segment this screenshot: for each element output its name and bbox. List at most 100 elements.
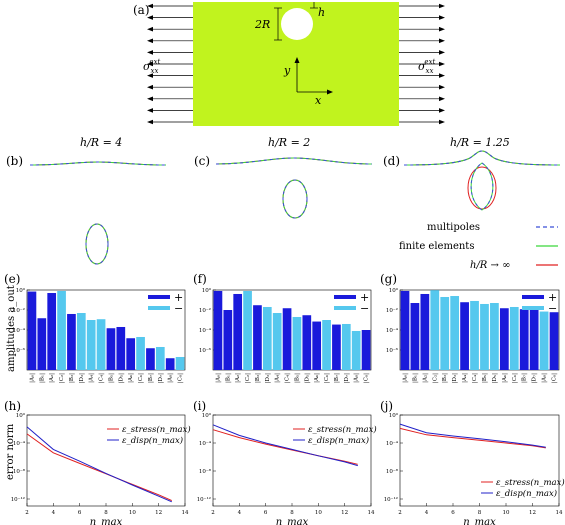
category-label: |A₆| [502,373,508,383]
category-label: |B₃| [255,373,261,383]
panel-d-label: (d) [383,154,400,168]
legend-inf-label: h/R → ∞ [470,260,510,271]
y-tick-label: 10⁰ [202,287,212,294]
x-tick-label: 2 [398,510,402,516]
category-label: |D₅| [118,373,124,383]
y-tick-label: 10⁰ [389,412,399,419]
load-arrowhead-right [439,73,445,78]
load-arrowhead-right [439,96,445,102]
y-tick-label: 10⁻⁴ [386,327,399,334]
bar [490,303,499,370]
panel-j-label: (j) [380,399,393,413]
x-tick-label: 14 [556,510,563,516]
y-label: y [283,64,291,77]
x-tick-label: 10 [315,510,322,516]
category-label: |A₈| [542,373,548,383]
category-label: |C₄| [99,373,105,383]
bar [165,358,175,370]
y-tick-label: 10⁰ [16,287,26,294]
error-chart-j: 2 4 6 8 10 12 14 10⁰ 10⁻⁴ 10⁻⁸ 10⁻¹² n_max ε_stress(… [384,412,565,525]
bar [243,290,252,370]
x-arrowhead [327,89,333,95]
x-tick-label: 10 [503,510,510,516]
series-line [26,426,172,503]
category-label: |C₂| [432,373,438,383]
bar [262,306,272,370]
category-label: |B₃| [442,373,448,383]
bar [27,291,37,370]
x-tick-label: 12 [155,510,162,516]
load-arrowhead-left [147,73,153,78]
legend-multipoles-label: multipoles [427,222,480,233]
bar [106,328,116,370]
legend-swatch-plus [522,295,544,299]
bar [509,306,519,370]
load-arrowhead-left [147,84,153,90]
y-tick-label: 10⁻⁶ [13,347,26,354]
category-label: |D₃| [79,373,85,383]
category-label: |A₂| [235,373,241,383]
category-label: |B₅| [294,373,300,383]
category-label: |A₀| [402,373,408,383]
bar [499,308,509,370]
category-label: |A₀| [29,373,35,383]
sigma-left-label: σxxext [143,58,161,75]
category-label: |C₆| [324,373,330,383]
bar [76,313,86,370]
bar [341,323,351,370]
hole [281,8,313,40]
panel-b: (b) h/R = 4 [6,136,167,265]
bar [67,313,76,370]
category-label: |D₃| [452,373,458,383]
panel-f-label: (f) [193,272,207,286]
surface-d [403,150,561,166]
y-tick-label: 10⁻¹² [11,496,25,503]
legend-swatch-plus [334,295,356,299]
legend-plus-label: + [174,291,183,304]
bar [529,310,539,370]
y-arrowhead [294,57,300,63]
error-chart-h: 2 4 6 8 10 12 14 10⁰ 10⁻⁴ 10⁻⁸ 10⁻¹² n_max ε_stress(… [11,412,191,525]
category-label: |A₄| [462,373,468,383]
x-tick-label: 14 [368,510,375,516]
category-label: |B₅| [482,373,488,383]
legend-disp-label: ε_disp(n_max) [496,488,557,499]
panel-a: (a) 2R h y x σxxext σxxext [133,2,445,126]
category-label: |C₈| [552,373,558,383]
category-label: |D₇| [344,373,350,383]
y-tick-label: 10⁻⁶ [199,347,212,354]
load-arrowhead-left [147,38,153,44]
x-tick-label: 8 [104,510,108,516]
bar [400,290,410,370]
bar [86,320,96,370]
bar [450,296,460,370]
legend-stress-label: ε_stress(n_max) [122,424,191,435]
bar [126,338,136,370]
y-tick-label: 10⁻⁴ [13,327,26,334]
category-label: |A₀| [215,373,221,383]
bar-ylabel: amplitudes a_out [6,285,17,372]
bar [37,318,47,370]
bar [96,319,106,370]
load-arrowhead-left [147,108,153,113]
y-tick-label: 10⁻² [199,307,211,314]
category-label: |B₃| [69,373,75,383]
bar [302,315,312,370]
y-tick-label: 10⁻⁴ [13,440,26,447]
bar [519,309,529,370]
category-label: |B₁| [225,373,231,383]
bar [470,300,479,370]
bar [460,302,469,370]
bar [116,326,126,370]
sigma-right-label: σxxext [418,58,436,75]
bar [213,290,223,370]
category-label: |B₇| [148,373,154,383]
bar-chart-e: 10⁰ 10⁻² 10⁻⁴ 10⁻⁶ |A₀| |B₁| |A₂| |C₂| |B₃| |D₃| |… [13,287,186,383]
y-tick-label: 10⁻⁸ [13,468,26,475]
bar [175,356,185,370]
x-label: x [315,94,322,107]
series-line [399,423,546,448]
category-label: |A₈| [168,373,174,383]
load-arrowhead-left [147,50,153,55]
category-label: |C₆| [512,373,518,383]
